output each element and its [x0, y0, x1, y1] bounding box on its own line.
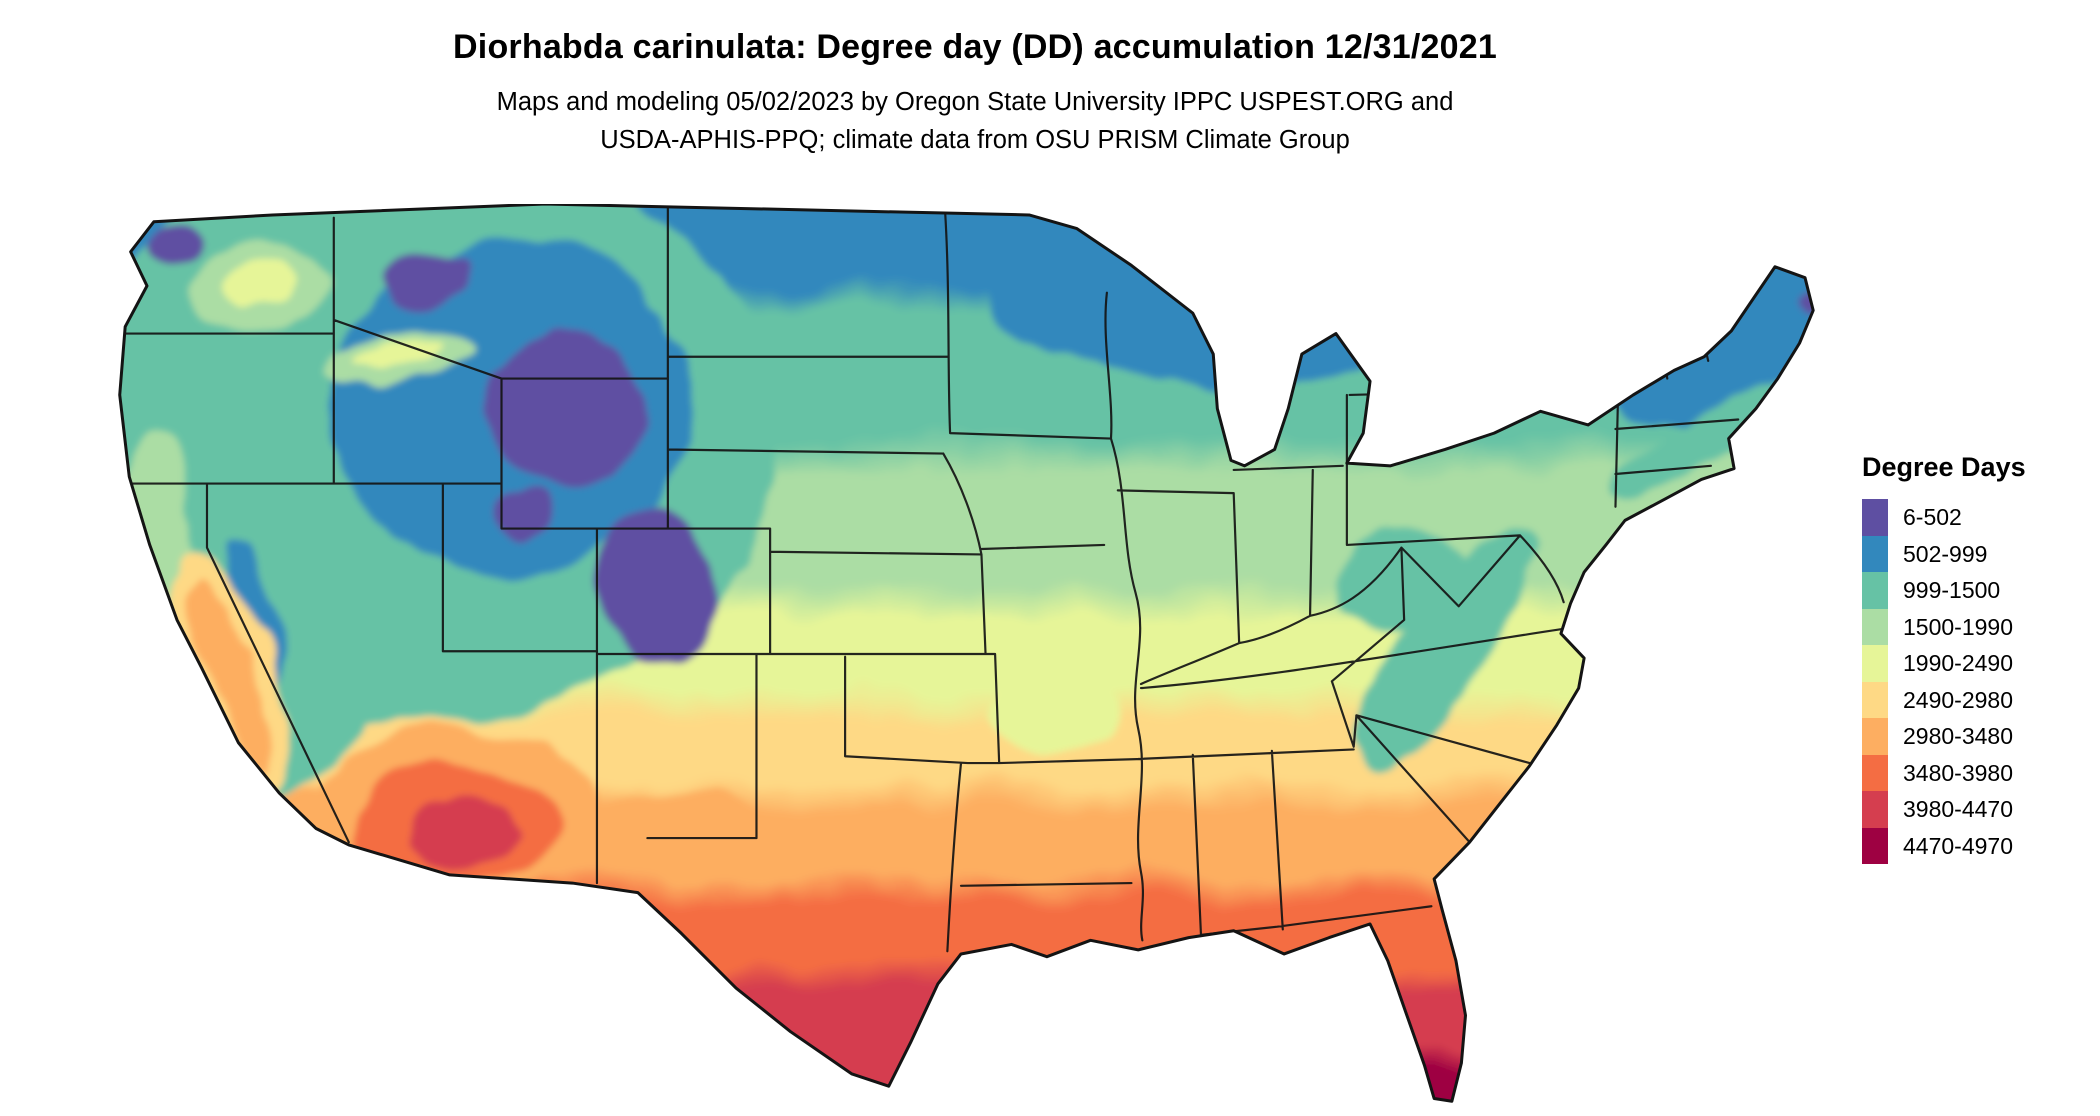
legend-entry-label: 1990-2490: [1903, 650, 2013, 676]
map-subtitle-line2: USDA-APHIS-PPQ; climate data from OSU PR…: [600, 126, 1350, 155]
legend-entry: 6-502: [1862, 499, 2026, 536]
map-subtitle-line1: Maps and modeling 05/02/2023 by Oregon S…: [496, 88, 1454, 116]
legend-swatch: [1862, 681, 1888, 718]
map-title: Diorhabda carinulata: Degree day (DD) ac…: [453, 28, 1497, 66]
legend-entry: 1500-1990: [1862, 608, 2026, 645]
legend-entry: 4470-4970: [1862, 827, 2026, 864]
map-header: Diorhabda carinulata: Degree day (DD) ac…: [0, 28, 1950, 160]
legend-entry-label: 4470-4970: [1903, 832, 2013, 859]
legend-entry-label: 3480-3980: [1903, 759, 2013, 786]
legend-entry: 1990-2490: [1862, 645, 2026, 682]
legend-entry-label: 1500-1990: [1903, 613, 2013, 640]
legend-swatch: [1862, 572, 1888, 609]
map-subtitle: Maps and modeling 05/02/2023 by Oregon S…: [0, 83, 1950, 160]
legend-entry: 3480-3980: [1862, 754, 2026, 791]
legend-entry: 502-999: [1862, 535, 2026, 572]
legend-entry-label: 2490-2980: [1903, 686, 2013, 713]
climate-raster: [119, 204, 1814, 1102]
legend-swatch: [1862, 535, 1888, 572]
legend-swatch: [1862, 754, 1888, 791]
legend-entry-label: 502-999: [1903, 540, 1988, 567]
legend-entry-label: 6-502: [1903, 504, 1962, 530]
legend-entry: 3980-4470: [1862, 791, 2026, 828]
legend-entry-label: 2980-3480: [1903, 723, 2013, 749]
us-map-svg: [118, 204, 1815, 1103]
legend-swatch: [1862, 499, 1888, 536]
legend-entry: 999-1500: [1862, 572, 2026, 609]
legend-entry: 2980-3480: [1862, 718, 2026, 755]
legend-swatch: [1862, 645, 1888, 682]
legend-title: Degree Days: [1862, 452, 2026, 482]
us-degree-day-map: [102, 204, 1820, 1104]
legend-entry-label: 3980-4470: [1903, 796, 2013, 822]
legend-swatch: [1862, 608, 1888, 645]
legend-entries: 6-502 502-999 999-1500 1500-1990 1990-2490 24…: [1862, 499, 2026, 864]
legend-entry-label: 999-1500: [1903, 577, 2001, 603]
legend: Degree Days 6-502 502-999 999-1500 1500-199…: [1862, 452, 2026, 864]
legend-swatch: [1862, 791, 1888, 828]
legend-swatch: [1862, 827, 1888, 864]
state-borders: [124, 204, 1740, 953]
legend-entry: 2490-2980: [1862, 681, 2026, 718]
legend-swatch: [1862, 718, 1888, 755]
